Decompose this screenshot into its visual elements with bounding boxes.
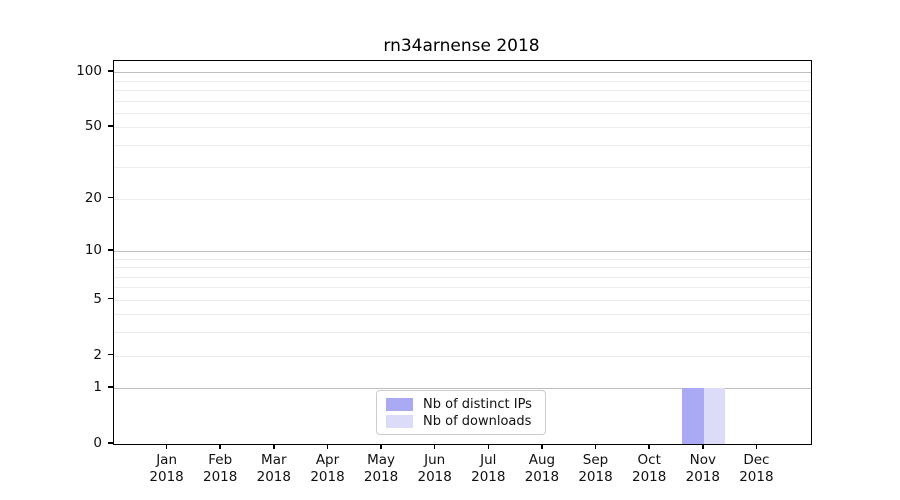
x-tick-label: Jun 2018 (417, 452, 452, 485)
x-tick-label: Oct 2018 (632, 452, 667, 485)
y-tick-mark (108, 196, 113, 199)
minor-gridline (114, 144, 811, 146)
y-tick-label: 1 (93, 379, 102, 396)
y-tick-mark (108, 353, 113, 356)
x-tick-label: Sep 2018 (578, 452, 613, 485)
minor-gridline (114, 127, 811, 129)
y-tick-label: 0 (93, 435, 102, 451)
minor-gridline (114, 287, 811, 289)
legend-label-downloads: Nb of downloads (423, 414, 532, 429)
y-tick-mark (108, 442, 113, 444)
y-tick-mark (108, 297, 113, 300)
x-tick-mark (433, 444, 436, 449)
y-tick-label: 2 (93, 346, 102, 363)
y-axis: 100 50 20 10 5 2 1 0 (0, 60, 113, 451)
minor-gridline (114, 198, 811, 200)
y-tick-label: 100 (76, 63, 102, 80)
y-tick-label: 20 (84, 189, 102, 206)
legend: Nb of distinct IPs Nb of downloads (376, 390, 546, 435)
bar-downloads (703, 388, 726, 444)
plot-area (113, 60, 812, 445)
x-tick-label: Aug 2018 (524, 452, 560, 485)
minor-gridline (114, 100, 811, 102)
legend-item-downloads: Nb of downloads (386, 414, 537, 429)
y-tick-mark (108, 386, 113, 388)
x-tick-mark (380, 444, 382, 449)
minor-gridline (114, 267, 811, 268)
minor-gridline (114, 112, 811, 114)
y-tick-label: 10 (84, 241, 102, 258)
minor-gridline (114, 80, 811, 82)
legend-item-distinct-ips: Nb of distinct IPs (386, 397, 537, 412)
y-tick-label: 50 (84, 118, 102, 135)
minor-gridline (114, 314, 811, 316)
x-tick-mark (165, 444, 168, 449)
legend-swatch-distinct-ips-icon (386, 398, 413, 411)
x-tick-mark (594, 444, 597, 449)
x-tick-label: May 2018 (363, 452, 399, 485)
major-gridline (114, 250, 811, 252)
bar-distinct-ips (682, 388, 704, 444)
y-tick-mark (108, 125, 113, 127)
x-tick-mark (702, 444, 704, 449)
x-tick-label: Apr 2018 (310, 452, 345, 485)
y-tick-mark (108, 70, 113, 72)
x-tick-mark (487, 444, 490, 449)
x-tick-mark (541, 444, 543, 449)
minor-gridline (114, 89, 811, 91)
chart-title: rn34arnense 2018 (383, 36, 540, 56)
minor-gridline (114, 167, 811, 169)
minor-gridline (114, 355, 811, 357)
y-tick-mark (108, 249, 113, 251)
x-tick-mark (755, 444, 758, 449)
x-tick-label: Feb 2018 (203, 452, 238, 485)
minor-gridline (114, 299, 811, 301)
x-tick-label: Jan 2018 (149, 452, 184, 485)
minor-gridline (114, 258, 811, 260)
x-axis: Jan 2018 Feb 2018 Mar 2018 Apr 2018 May 2018… (113, 443, 810, 493)
x-tick-mark (648, 444, 650, 449)
legend-swatch-downloads-icon (386, 415, 413, 428)
x-tick-mark (326, 444, 329, 449)
x-tick-mark (219, 444, 221, 449)
x-tick-label: Mar 2018 (256, 452, 291, 485)
minor-gridline (114, 276, 811, 278)
x-tick-label: Dec 2018 (739, 452, 774, 485)
x-tick-mark (273, 444, 275, 449)
x-tick-label: Nov 2018 (685, 452, 720, 485)
y-tick-label: 5 (93, 290, 102, 307)
legend-label-distinct-ips: Nb of distinct IPs (423, 397, 532, 412)
major-gridline (114, 72, 811, 74)
major-gridline (114, 388, 811, 390)
x-tick-label: Jul 2018 (471, 452, 506, 485)
minor-gridline (114, 332, 811, 334)
